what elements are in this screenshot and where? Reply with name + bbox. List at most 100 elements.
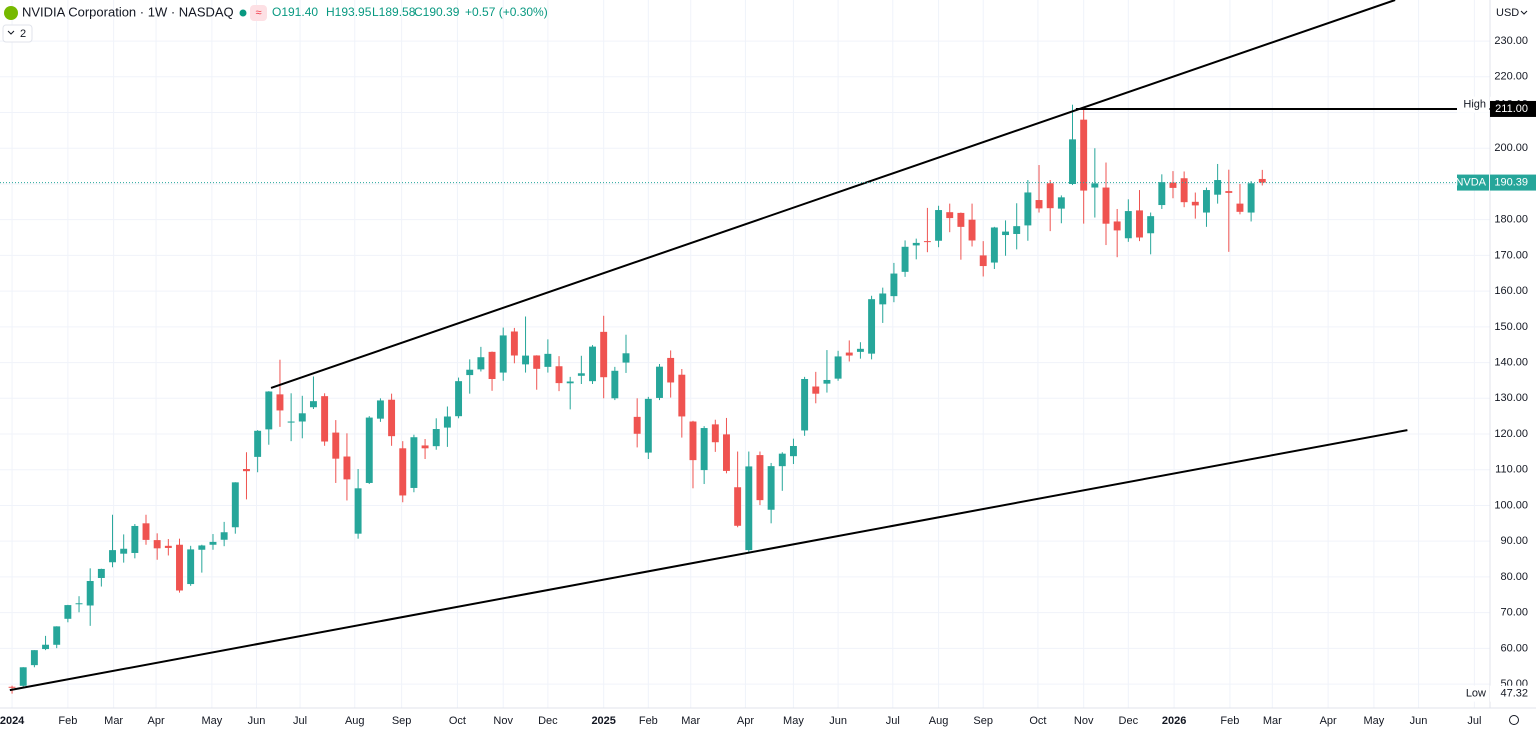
candle-body bbox=[923, 241, 931, 243]
ohlc-low: L189.58 bbox=[372, 5, 416, 19]
candle-body bbox=[86, 581, 94, 606]
candle-body bbox=[1035, 200, 1043, 209]
x-tick-label: Apr bbox=[147, 715, 164, 727]
candle-body bbox=[566, 381, 574, 384]
candle-body bbox=[354, 488, 362, 534]
candle-body bbox=[198, 545, 206, 550]
y-tick-label: 140.00 bbox=[1494, 356, 1528, 368]
candle-body bbox=[53, 626, 61, 645]
candle-body bbox=[1069, 139, 1076, 185]
ohlc-high: H193.95 bbox=[326, 5, 372, 19]
candle-body bbox=[633, 416, 641, 434]
candle-body bbox=[723, 434, 730, 471]
candle-body bbox=[544, 353, 552, 367]
chevron bbox=[7, 30, 15, 35]
candle-body bbox=[1113, 221, 1121, 231]
candle-body bbox=[510, 331, 518, 356]
y-tick-label: 180.00 bbox=[1494, 214, 1528, 226]
x-tick-label: Sep bbox=[973, 715, 993, 727]
price-label-box bbox=[1490, 685, 1536, 702]
candle-body bbox=[611, 370, 619, 399]
market-status[interactable] bbox=[239, 9, 247, 17]
x-tick-label: Oct bbox=[1029, 715, 1046, 727]
candle-body bbox=[522, 355, 530, 365]
candle-body bbox=[935, 210, 943, 241]
candle-body bbox=[64, 605, 72, 619]
candle-body bbox=[1124, 211, 1132, 239]
candle-body bbox=[868, 299, 876, 354]
indicator-badge[interactable] bbox=[250, 5, 267, 21]
candle-body bbox=[734, 487, 742, 526]
candle-body bbox=[667, 357, 675, 383]
price-label-name: NVDA bbox=[1455, 176, 1486, 188]
candle-body bbox=[946, 212, 954, 219]
candle-body bbox=[1102, 187, 1110, 224]
x-tick-label: 2026 bbox=[1162, 715, 1186, 727]
y-tick-label: 60.00 bbox=[1500, 642, 1528, 654]
candle-body bbox=[689, 421, 697, 461]
candle-body bbox=[600, 331, 608, 378]
x-tick-label: Jul bbox=[886, 715, 900, 727]
candle-body bbox=[343, 456, 351, 480]
candle-body bbox=[1203, 190, 1210, 213]
candle-body bbox=[153, 540, 161, 549]
price-label-name: High bbox=[1463, 99, 1486, 111]
candle-body bbox=[75, 603, 83, 605]
x-tick-label: May bbox=[783, 715, 804, 727]
candle-body bbox=[834, 356, 842, 379]
y-tick-label: 80.00 bbox=[1500, 571, 1528, 583]
candle-body bbox=[756, 455, 764, 501]
candle-body bbox=[287, 421, 295, 423]
x-tick-label: Mar bbox=[681, 715, 700, 727]
candle-body bbox=[265, 391, 273, 430]
x-tick-label: 2024 bbox=[0, 715, 25, 727]
candle-body bbox=[778, 453, 786, 467]
x-tick-label: Dec bbox=[538, 715, 558, 727]
candle-body bbox=[901, 246, 909, 272]
price-label-box bbox=[1490, 174, 1536, 191]
candle-body bbox=[1236, 203, 1244, 212]
candle-body bbox=[421, 445, 429, 449]
candle-body bbox=[30, 650, 38, 666]
candle-body bbox=[1136, 210, 1143, 238]
candle-body bbox=[1158, 182, 1166, 206]
x-tick-label: Feb bbox=[58, 715, 77, 727]
currency[interactable]: USD bbox=[1496, 7, 1519, 19]
candle-body bbox=[678, 374, 686, 417]
candle-body bbox=[890, 273, 898, 297]
x-tick-label: Mar bbox=[1263, 715, 1282, 727]
y-tick-label: 200.00 bbox=[1494, 142, 1528, 154]
ohlc-change: +0.57 (+0.30%) bbox=[465, 5, 548, 19]
candle-body bbox=[767, 466, 775, 510]
candle-body bbox=[577, 373, 585, 376]
candle-body bbox=[1046, 183, 1054, 209]
candle-body bbox=[432, 429, 440, 447]
candle-body bbox=[622, 353, 630, 363]
x-tick-label: May bbox=[201, 715, 222, 727]
candle-body bbox=[856, 348, 864, 352]
pane-toggle[interactable] bbox=[2, 24, 33, 43]
price-label: 190.39 bbox=[1494, 176, 1528, 188]
candle-body bbox=[1258, 178, 1266, 183]
candle-body bbox=[1247, 183, 1255, 213]
y-tick-label: 120.00 bbox=[1494, 428, 1528, 440]
candle-body bbox=[499, 335, 507, 373]
candle-body bbox=[644, 398, 652, 453]
y-tick-label: 160.00 bbox=[1494, 285, 1528, 297]
candle-body bbox=[957, 212, 965, 227]
candle-body bbox=[477, 357, 485, 370]
candle-body bbox=[1002, 231, 1009, 236]
candle-body bbox=[176, 544, 183, 591]
candle-body bbox=[109, 550, 116, 563]
axes: 50.0060.0070.0080.0090.00100.00110.00120… bbox=[0, 35, 1536, 727]
y-tick-label: 130.00 bbox=[1494, 392, 1528, 404]
candle-body bbox=[1091, 183, 1099, 188]
candle-body bbox=[243, 469, 250, 472]
settings-icon[interactable] bbox=[1509, 715, 1519, 725]
candle-body bbox=[801, 379, 809, 431]
x-tick-label: Feb bbox=[1220, 715, 1239, 727]
candle-body bbox=[131, 525, 139, 553]
candle-body bbox=[812, 386, 820, 394]
pane-count: 2 bbox=[20, 28, 26, 40]
